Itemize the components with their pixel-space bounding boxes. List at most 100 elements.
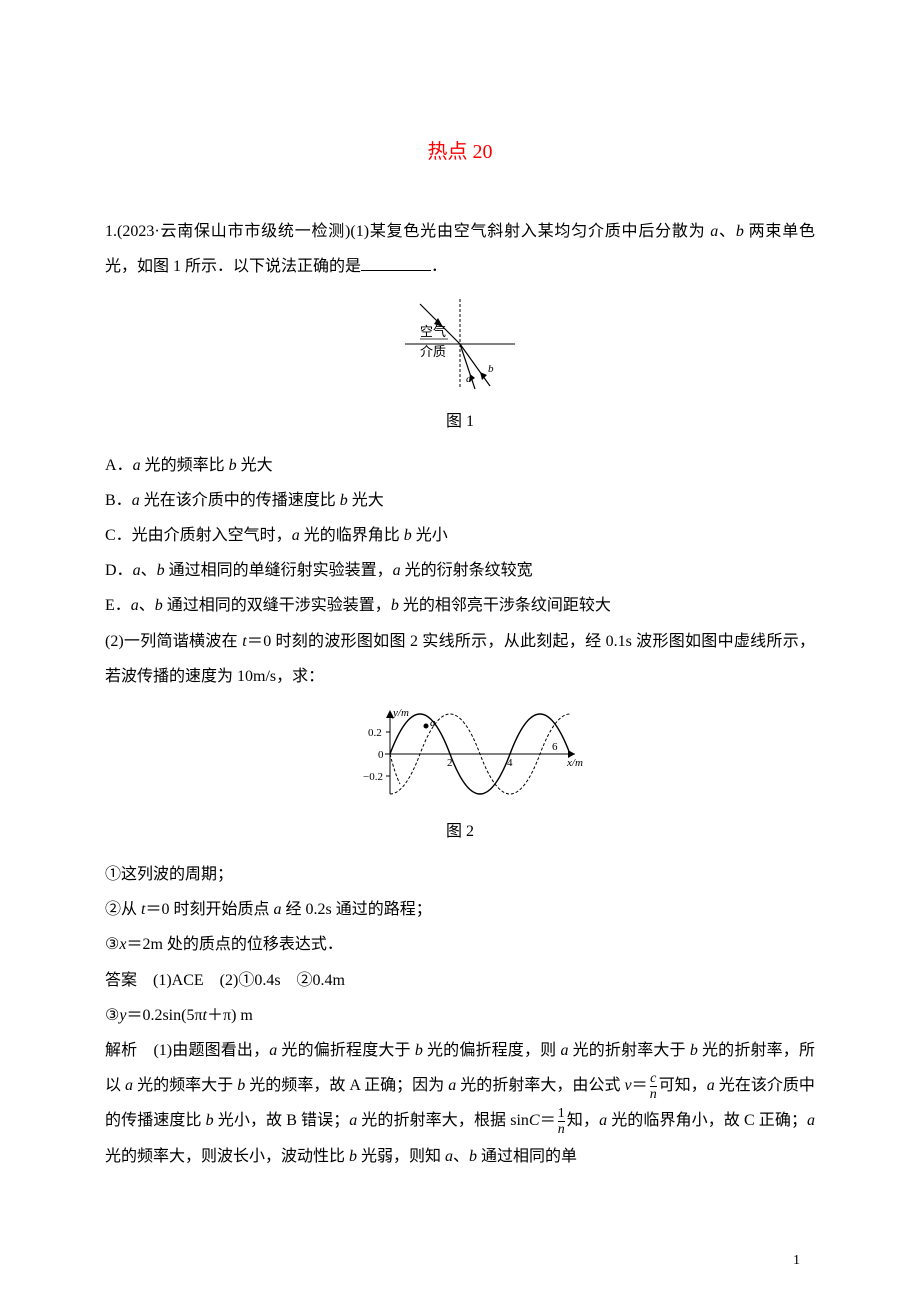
svg-text:b: b [488,363,494,375]
var-a: a [393,562,401,579]
opt-d-t3: 光的衍射条纹较宽 [401,562,533,579]
opt-e-t2: 通过相同的双缝干涉实验装置， [163,597,391,614]
e-label: 解析 (1)由题图看出， [105,1042,269,1059]
e10: 光小，故 B 错误； [214,1112,350,1129]
opt-d-prefix: D． [105,562,133,579]
e2: 光的偏折程度，则 [423,1042,561,1059]
fig2-label: 图 2 [105,814,815,849]
e15: 光弱，则知 [357,1148,445,1165]
opt-a-prefix: A． [105,457,133,474]
explanation: 解析 (1)由题图看出， a 光的偏折程度大于 b 光的偏折程度，则 a 光的折射… [105,1033,815,1174]
var-b: b [229,457,237,474]
s2-2: ＝0 时刻开始质点 [145,901,273,918]
q1-text: 1.(2023·云南保山市市级统一检测)(1)某复色光由空气斜射入某均匀介质中后… [105,223,710,240]
var-b: b [155,597,163,614]
option-a: A．a 光的频率比 b 光大 [105,448,815,483]
s2-3: 经 0.2s 通过的路程； [281,901,431,918]
var-b: b [404,527,412,544]
fig1-label: 图 1 [105,404,815,439]
option-d: D．a、b 通过相同的单缝衍射实验装置，a 光的衍射条纹较宽 [105,553,815,588]
e3: 光的折射率大于 [568,1042,689,1059]
svg-text:6: 6 [552,741,558,753]
var-a: a [707,1077,715,1094]
opt-b-prefix: B． [105,492,132,509]
sub-q3: ③x＝2m 处的质点的位移表达式． [105,927,815,962]
var-a: a [292,527,300,544]
answer-line2: ③y＝0.2sin(5πt＋π) m [105,998,815,1033]
s3-1: ③ [105,936,119,953]
q1-end: ． [431,258,447,275]
e7: 光的折射率大，由公式 [456,1077,624,1094]
svg-text:a: a [466,373,472,385]
medium-label: 介质 [420,344,446,359]
opt-a-t1: 光的频率比 [141,457,229,474]
option-e: E．a、b 通过相同的双缝干涉实验装置，b 光的相邻亮干涉条纹间距较大 [105,588,815,623]
svg-text:0.2: 0.2 [368,727,382,739]
frac1-num: c [650,1071,657,1086]
fraction-cn: cn [650,1071,657,1103]
air-label: 空气 [420,324,446,339]
var-a: a [349,1112,357,1129]
var-b: b [391,597,399,614]
q1-intro: 1.(2023·云南保山市市级统一检测)(1)某复色光由空气斜射入某均匀介质中后… [105,214,815,284]
var-b: b [690,1042,698,1059]
sub-q1: ①这列波的周期； [105,857,815,892]
opt-e-t1: 、 [139,597,155,614]
e5: 光的频率大于 [133,1077,237,1094]
var-b: b [157,562,165,579]
var-v: v [625,1077,632,1094]
a2-2: ＝0.2sin(5π [126,1007,202,1024]
option-b: B．a 光在该介质中的传播速度比 b 光大 [105,483,815,518]
var-a: a [133,457,141,474]
svg-text:4: 4 [507,757,513,769]
a2-3: ＋π) m [207,1007,253,1024]
opt-c-t2: 光小 [412,527,448,544]
eq2: ＝ [540,1112,556,1129]
svg-text:0: 0 [378,749,384,761]
frac2-den: n [558,1121,565,1137]
opt-a-t2: 光大 [237,457,273,474]
page-number: 1 [793,1246,800,1277]
opt-d-t2: 通过相同的单缝衍射实验装置， [165,562,393,579]
a2-1: ③ [105,1007,119,1024]
var-b: b [469,1148,477,1165]
svg-text:y/m: y/m [392,707,409,719]
var-a: a [445,1148,453,1165]
var-b: b [206,1112,214,1129]
e13: 光的临界角小，故 C 正确； [607,1112,807,1129]
s3-2: ＝2m 处的质点的位移表达式． [126,936,342,953]
opt-b-t2: 光大 [348,492,384,509]
s2-1: ②从 [105,901,141,918]
figure-1: 空气 介质 a b [105,294,815,394]
e1: 光的偏折程度大于 [277,1042,415,1059]
svg-text:2: 2 [447,757,453,769]
opt-b-t1: 光在该介质中的传播速度比 [140,492,340,509]
opt-e-prefix: E． [105,597,131,614]
var-a: a [131,597,139,614]
svg-text:−0.2: −0.2 [363,771,383,783]
opt-c-t1: 光的临界角比 [300,527,404,544]
figure-2: a y/m 0.2 0 −0.2 2 4 6 x/m [105,704,815,804]
eq1: ＝ [632,1077,648,1094]
var-a: a [599,1112,607,1129]
e8: 可知， [659,1077,707,1094]
var-a: a [132,492,140,509]
var-b: b [415,1042,423,1059]
e6: 光的频率，故 A 正确；因为 [245,1077,448,1094]
var-b: b [340,492,348,509]
q2-intro: (2)一列简谐横波在 t＝0 时刻的波形图如图 2 实线所示，从此刻起，经 0.… [105,624,815,694]
var-a: a [807,1112,815,1129]
var-b: b [736,223,744,240]
q1-text2: 、 [718,223,736,240]
e16: 、 [453,1148,469,1165]
opt-e-t3: 光的相邻亮干涉条纹间距较大 [399,597,611,614]
q2-t1: (2)一列简谐横波在 [105,633,242,650]
frac2-num: 1 [558,1106,565,1121]
opt-d-t1: 、 [141,562,157,579]
answer-line: 答案 (1)ACE (2)①0.4s ②0.4m [105,963,815,998]
blank-fill [361,258,431,271]
svg-text:x/m: x/m [566,757,583,769]
frac1-den: n [650,1086,657,1102]
e17: 通过相同的单 [477,1148,577,1165]
var-b: b [349,1148,357,1165]
